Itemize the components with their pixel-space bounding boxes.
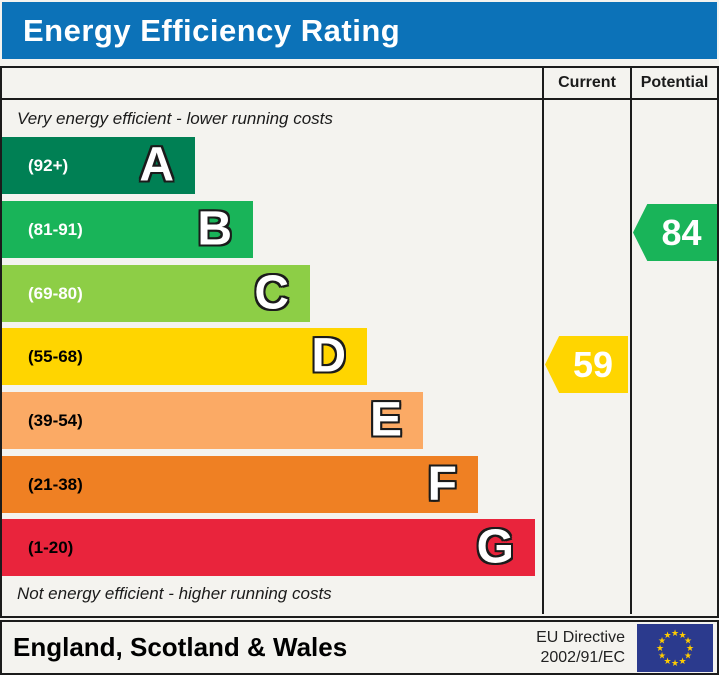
- eu-directive-line2: 2002/91/EC: [540, 648, 625, 666]
- band-g-range: (1-20): [28, 537, 74, 557]
- svg-text:★: ★: [684, 636, 692, 646]
- eu-directive-line1: EU Directive: [536, 628, 625, 646]
- region-label: England, Scotland & Wales: [13, 632, 348, 662]
- band-d: (55-68) D: [2, 328, 367, 385]
- eu-flag-field: [637, 623, 713, 672]
- eu-flag-icon: ★ ★★★★★★★★★★★: [637, 623, 713, 672]
- title-bar: Energy Efficiency Rating: [2, 2, 717, 59]
- svg-text:★: ★: [671, 659, 679, 669]
- bands-column: Very energy efficient - lower running co…: [2, 100, 544, 614]
- current-column-header: Current: [544, 68, 632, 98]
- eu-directive-label: EU Directive 2002/91/EC: [536, 628, 625, 668]
- bottom-note: Not energy efficient - higher running co…: [17, 584, 332, 603]
- svg-text:★: ★: [678, 657, 686, 667]
- header-spacer-cell: [2, 68, 544, 98]
- band-c-range: (69-80): [28, 283, 83, 303]
- svg-text:★: ★: [686, 644, 694, 654]
- table-header-row: Current Potential: [2, 68, 717, 100]
- band-g-letter: G: [476, 519, 514, 573]
- current-rating-arrow: 59: [545, 336, 628, 393]
- svg-text:★: ★: [671, 629, 679, 639]
- band-b: (81-91) B: [2, 201, 253, 258]
- band-f: (21-38) F: [2, 456, 478, 513]
- table-body-row: Very energy efficient - lower running co…: [2, 100, 717, 614]
- svg-text:★: ★: [663, 657, 671, 667]
- potential-column: 84: [632, 100, 717, 614]
- band-f-letter: F: [427, 456, 457, 510]
- svg-text:★: ★: [663, 631, 671, 641]
- band-a: (92+) A: [2, 137, 195, 194]
- band-c-letter: C: [254, 265, 289, 319]
- current-rating-value: 59: [572, 343, 614, 385]
- svg-text:★: ★: [658, 651, 666, 661]
- footer-bar: England, Scotland & Wales EU Directive 2…: [0, 620, 719, 675]
- band-e-letter: E: [369, 392, 402, 446]
- rating-table: Current Potential Very energy efficient …: [0, 66, 719, 618]
- svg-text:★: ★: [658, 636, 666, 646]
- band-f-range: (21-38): [28, 474, 83, 494]
- band-d-range: (55-68): [28, 346, 83, 366]
- band-g: (1-20) G: [2, 519, 535, 576]
- band-b-range: (81-91): [28, 219, 83, 239]
- eu-flag-stars: ★ ★★★★★★★★★★★: [656, 629, 694, 669]
- potential-rating-arrow: 84: [633, 204, 717, 261]
- svg-text:★: ★: [678, 631, 686, 641]
- potential-column-header: Potential: [640, 74, 709, 91]
- svg-text:★: ★: [684, 651, 692, 661]
- band-b-letter: B: [197, 201, 232, 255]
- top-note: Very energy efficient - lower running co…: [17, 109, 333, 128]
- svg-text:★: ★: [656, 644, 664, 654]
- band-e: (39-54) E: [2, 392, 423, 449]
- potential-rating-value: 84: [661, 211, 702, 253]
- band-a-letter: A: [139, 137, 174, 191]
- current-column: 59: [544, 100, 632, 614]
- band-e-range: (39-54): [28, 410, 83, 430]
- page-title: Energy Efficiency Rating: [23, 12, 401, 48]
- band-a-range: (92+): [28, 155, 69, 175]
- band-c: (69-80) C: [2, 265, 310, 322]
- band-d-letter: D: [311, 328, 346, 382]
